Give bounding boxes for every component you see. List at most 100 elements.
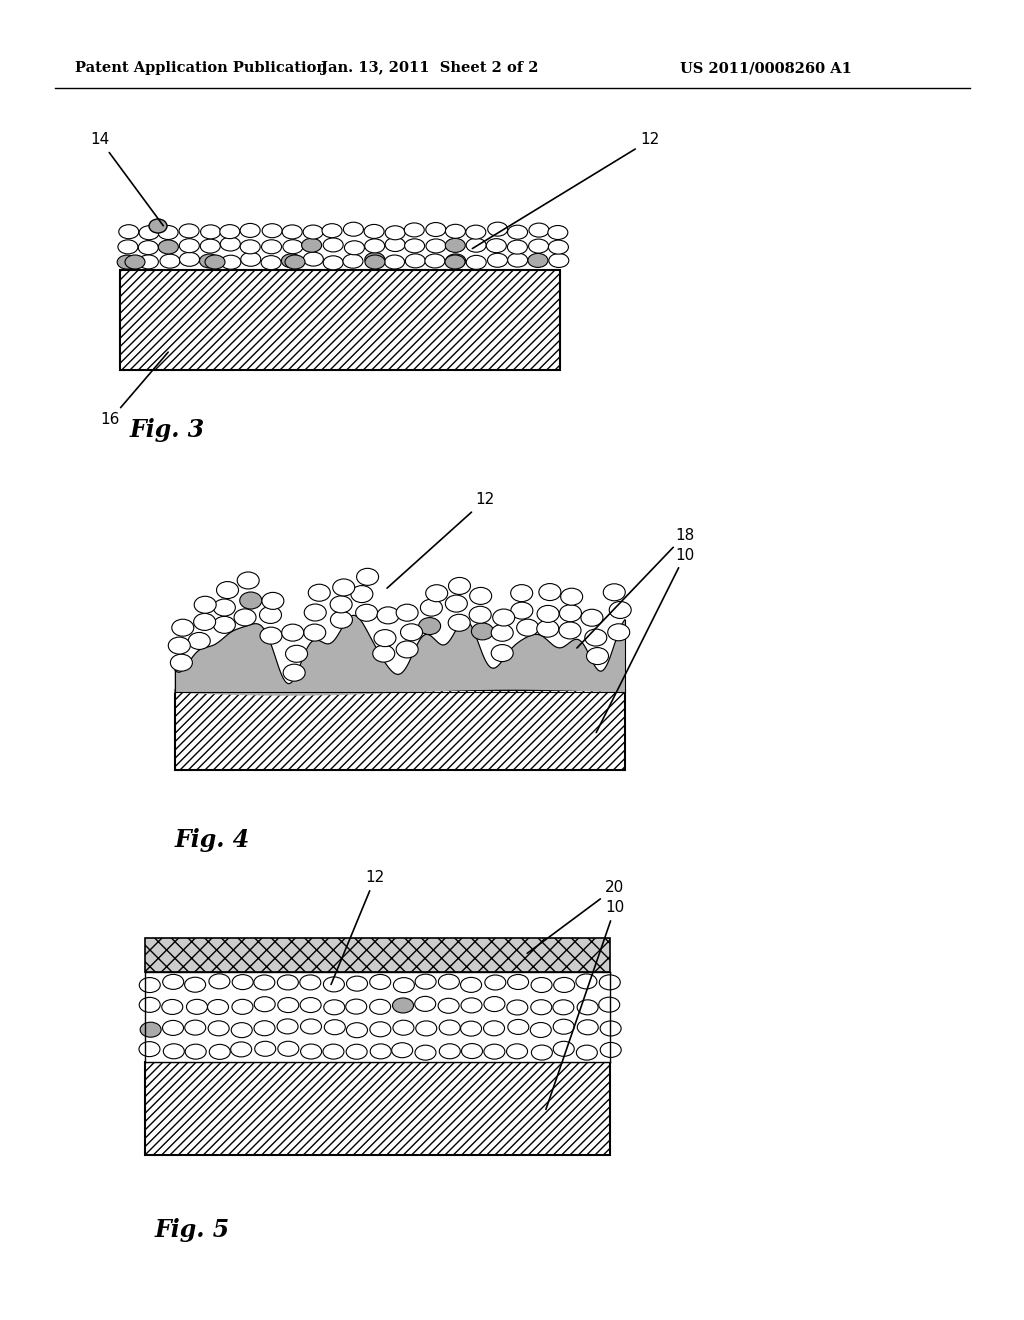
Ellipse shape	[396, 642, 418, 657]
Ellipse shape	[508, 974, 528, 990]
Text: 12: 12	[331, 870, 385, 985]
Ellipse shape	[221, 255, 241, 269]
Ellipse shape	[537, 620, 559, 638]
Ellipse shape	[346, 1044, 368, 1059]
Ellipse shape	[179, 252, 200, 267]
Ellipse shape	[346, 999, 367, 1014]
Ellipse shape	[553, 999, 573, 1015]
Ellipse shape	[150, 219, 167, 234]
Ellipse shape	[139, 226, 159, 240]
Ellipse shape	[599, 975, 621, 990]
Ellipse shape	[346, 1023, 368, 1038]
Ellipse shape	[333, 579, 354, 595]
Ellipse shape	[471, 623, 494, 640]
Ellipse shape	[415, 997, 436, 1011]
Ellipse shape	[139, 998, 160, 1012]
Ellipse shape	[163, 1020, 183, 1035]
Ellipse shape	[162, 999, 182, 1015]
Ellipse shape	[426, 239, 446, 253]
Ellipse shape	[461, 998, 482, 1012]
Ellipse shape	[232, 974, 253, 990]
Ellipse shape	[365, 239, 385, 253]
Ellipse shape	[462, 1044, 482, 1059]
Ellipse shape	[511, 602, 532, 619]
Ellipse shape	[377, 607, 399, 624]
Ellipse shape	[529, 223, 549, 238]
Ellipse shape	[415, 974, 436, 989]
Ellipse shape	[195, 597, 216, 614]
Ellipse shape	[324, 999, 345, 1015]
Ellipse shape	[301, 1044, 322, 1059]
Ellipse shape	[559, 622, 581, 639]
Ellipse shape	[370, 1022, 391, 1036]
Ellipse shape	[492, 624, 513, 642]
Ellipse shape	[254, 975, 274, 990]
Ellipse shape	[531, 978, 552, 993]
Ellipse shape	[194, 614, 216, 631]
Ellipse shape	[261, 256, 281, 269]
Ellipse shape	[461, 1022, 481, 1036]
Ellipse shape	[537, 606, 559, 623]
Text: Fig. 4: Fig. 4	[175, 828, 250, 851]
Ellipse shape	[254, 1020, 275, 1036]
Ellipse shape	[302, 238, 322, 252]
Ellipse shape	[577, 1045, 597, 1060]
Ellipse shape	[425, 253, 444, 268]
Ellipse shape	[559, 605, 582, 622]
Ellipse shape	[385, 238, 406, 252]
Ellipse shape	[426, 223, 445, 236]
Ellipse shape	[392, 1043, 413, 1057]
Ellipse shape	[528, 253, 548, 268]
Ellipse shape	[486, 239, 506, 252]
Text: 12: 12	[387, 492, 495, 589]
Ellipse shape	[469, 606, 492, 623]
Ellipse shape	[282, 253, 301, 268]
Text: Fig. 5: Fig. 5	[155, 1218, 230, 1242]
Text: Fig. 3: Fig. 3	[130, 418, 205, 442]
Ellipse shape	[325, 1020, 345, 1035]
Ellipse shape	[356, 569, 379, 585]
Text: 20: 20	[527, 880, 625, 953]
Ellipse shape	[139, 1041, 160, 1056]
Ellipse shape	[344, 240, 365, 255]
Ellipse shape	[238, 572, 259, 589]
Ellipse shape	[530, 1023, 551, 1038]
Ellipse shape	[493, 609, 515, 626]
Ellipse shape	[170, 655, 193, 671]
Ellipse shape	[484, 997, 505, 1011]
Ellipse shape	[163, 1044, 184, 1059]
Ellipse shape	[539, 583, 561, 601]
Ellipse shape	[449, 577, 470, 594]
Ellipse shape	[587, 648, 608, 664]
Bar	[120, 271, 560, 370]
Ellipse shape	[278, 998, 299, 1012]
Ellipse shape	[609, 602, 631, 619]
Ellipse shape	[487, 253, 508, 267]
Ellipse shape	[600, 1020, 622, 1036]
Ellipse shape	[385, 255, 404, 269]
Ellipse shape	[213, 599, 236, 616]
Ellipse shape	[140, 1022, 161, 1038]
Ellipse shape	[260, 627, 282, 644]
Ellipse shape	[231, 1023, 252, 1038]
Ellipse shape	[201, 224, 220, 239]
Ellipse shape	[365, 224, 384, 239]
Ellipse shape	[585, 630, 607, 645]
Ellipse shape	[393, 1020, 414, 1035]
Ellipse shape	[303, 224, 324, 239]
Ellipse shape	[117, 255, 137, 269]
Ellipse shape	[323, 1044, 344, 1059]
Ellipse shape	[259, 606, 282, 623]
Ellipse shape	[205, 255, 225, 269]
Ellipse shape	[119, 224, 139, 239]
Ellipse shape	[508, 240, 527, 253]
Ellipse shape	[575, 974, 597, 989]
Ellipse shape	[492, 644, 513, 661]
Ellipse shape	[240, 591, 262, 609]
Ellipse shape	[396, 605, 418, 622]
Ellipse shape	[160, 255, 180, 268]
Text: 16: 16	[100, 352, 168, 428]
Text: 12: 12	[472, 132, 659, 248]
Ellipse shape	[400, 624, 423, 640]
Ellipse shape	[282, 624, 304, 642]
